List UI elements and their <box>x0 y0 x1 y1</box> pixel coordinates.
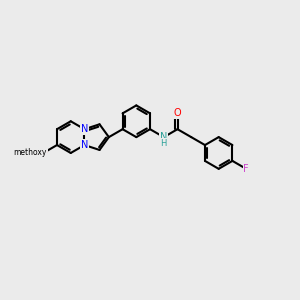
Text: F: F <box>243 164 249 174</box>
Text: H: H <box>160 139 167 148</box>
Text: N: N <box>81 124 88 134</box>
Text: O: O <box>174 108 181 118</box>
Text: methoxy: methoxy <box>13 148 46 158</box>
Text: N: N <box>160 132 167 142</box>
Text: N: N <box>81 140 88 150</box>
Text: O: O <box>40 148 47 158</box>
